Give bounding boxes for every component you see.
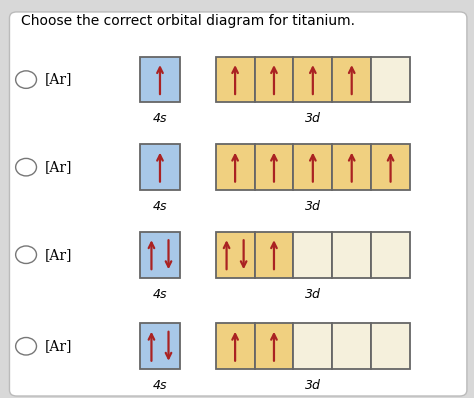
Bar (255, 144, 293, 190)
Text: 4s: 4s (153, 287, 167, 300)
Bar (293, 144, 332, 190)
Bar (140, 57, 180, 102)
Text: [Ar]: [Ar] (45, 72, 73, 87)
Text: 3d: 3d (305, 379, 321, 392)
Bar (255, 57, 293, 102)
Bar (140, 232, 180, 278)
Text: 3d: 3d (305, 200, 321, 213)
Bar (332, 144, 371, 190)
Bar (371, 323, 410, 369)
Text: 3d: 3d (305, 287, 321, 300)
Bar (332, 232, 371, 278)
Bar (371, 232, 410, 278)
Bar (255, 232, 293, 278)
Text: 4s: 4s (153, 200, 167, 213)
FancyBboxPatch shape (9, 12, 467, 396)
Bar (216, 232, 255, 278)
Bar (371, 57, 410, 102)
Text: 3d: 3d (305, 112, 321, 125)
Text: [Ar]: [Ar] (45, 339, 73, 353)
Bar (216, 144, 255, 190)
Bar (332, 57, 371, 102)
Text: 4s: 4s (153, 379, 167, 392)
Bar (216, 323, 255, 369)
Text: [Ar]: [Ar] (45, 248, 73, 262)
Text: 4s: 4s (153, 112, 167, 125)
Bar (371, 144, 410, 190)
Bar (293, 57, 332, 102)
Bar (140, 323, 180, 369)
Text: Choose the correct orbital diagram for titanium.: Choose the correct orbital diagram for t… (21, 14, 355, 28)
Text: [Ar]: [Ar] (45, 160, 73, 174)
Bar (293, 232, 332, 278)
Bar (140, 144, 180, 190)
Bar (293, 323, 332, 369)
Bar (216, 57, 255, 102)
Bar (332, 323, 371, 369)
Bar (255, 323, 293, 369)
